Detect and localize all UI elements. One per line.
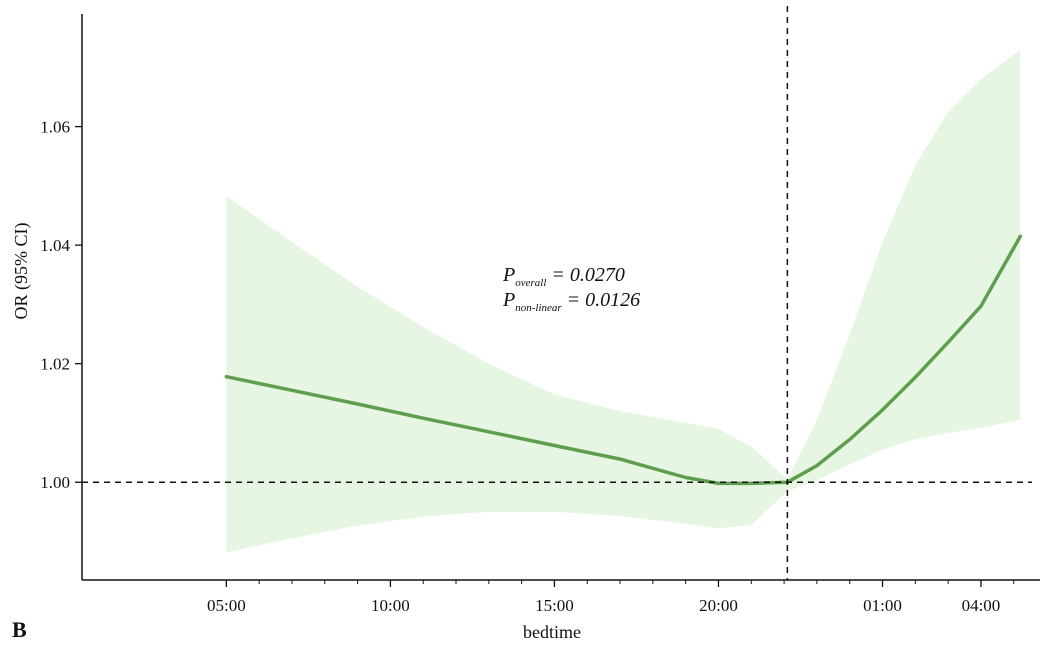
y-tick-label: 1.04 [40,236,70,255]
x-tick-label: 10:00 [371,596,410,615]
or-curve-layer [224,234,1023,486]
y-tick-label: 1.02 [40,355,70,374]
y-tick-label: 1.00 [40,473,70,492]
reference-lines [82,6,1032,580]
axes [81,14,1040,581]
x-tick-label: 20:00 [699,596,738,615]
p-nonlinear-annotation: Pnon-linear = 0.0126 [502,289,640,314]
p-overall-annotation: Poverall = 0.0270 [502,264,625,289]
p-overall-subscript: overall [515,277,546,289]
p-nonlinear-subscript: non-linear [515,302,562,314]
y-axis-title: OR (95% CI) [11,223,32,320]
y-tick-label: 1.06 [40,118,70,137]
x-tick-label: 05:00 [207,596,246,615]
confidence-band-0 [226,49,1021,553]
x-tick-label: 01:00 [863,596,902,615]
p-nonlinear-value: = 0.0126 [562,289,641,311]
x-axis-title: bedtime [523,622,581,642]
panel-label: B [12,617,27,642]
or-curve-0 [224,234,1023,486]
x-tick-label: 04:00 [962,596,1001,615]
p-overall-symbol: P [502,264,515,286]
p-overall-value: = 0.0270 [546,264,625,286]
confidence-band-layer [226,49,1021,553]
ticks: 05:00 10:00 15:00 20:00 01:00 04:00 1.00 1.02 1.… [40,118,1015,615]
p-nonlinear-symbol: P [502,289,515,311]
x-tick-label: 15:00 [535,596,574,615]
